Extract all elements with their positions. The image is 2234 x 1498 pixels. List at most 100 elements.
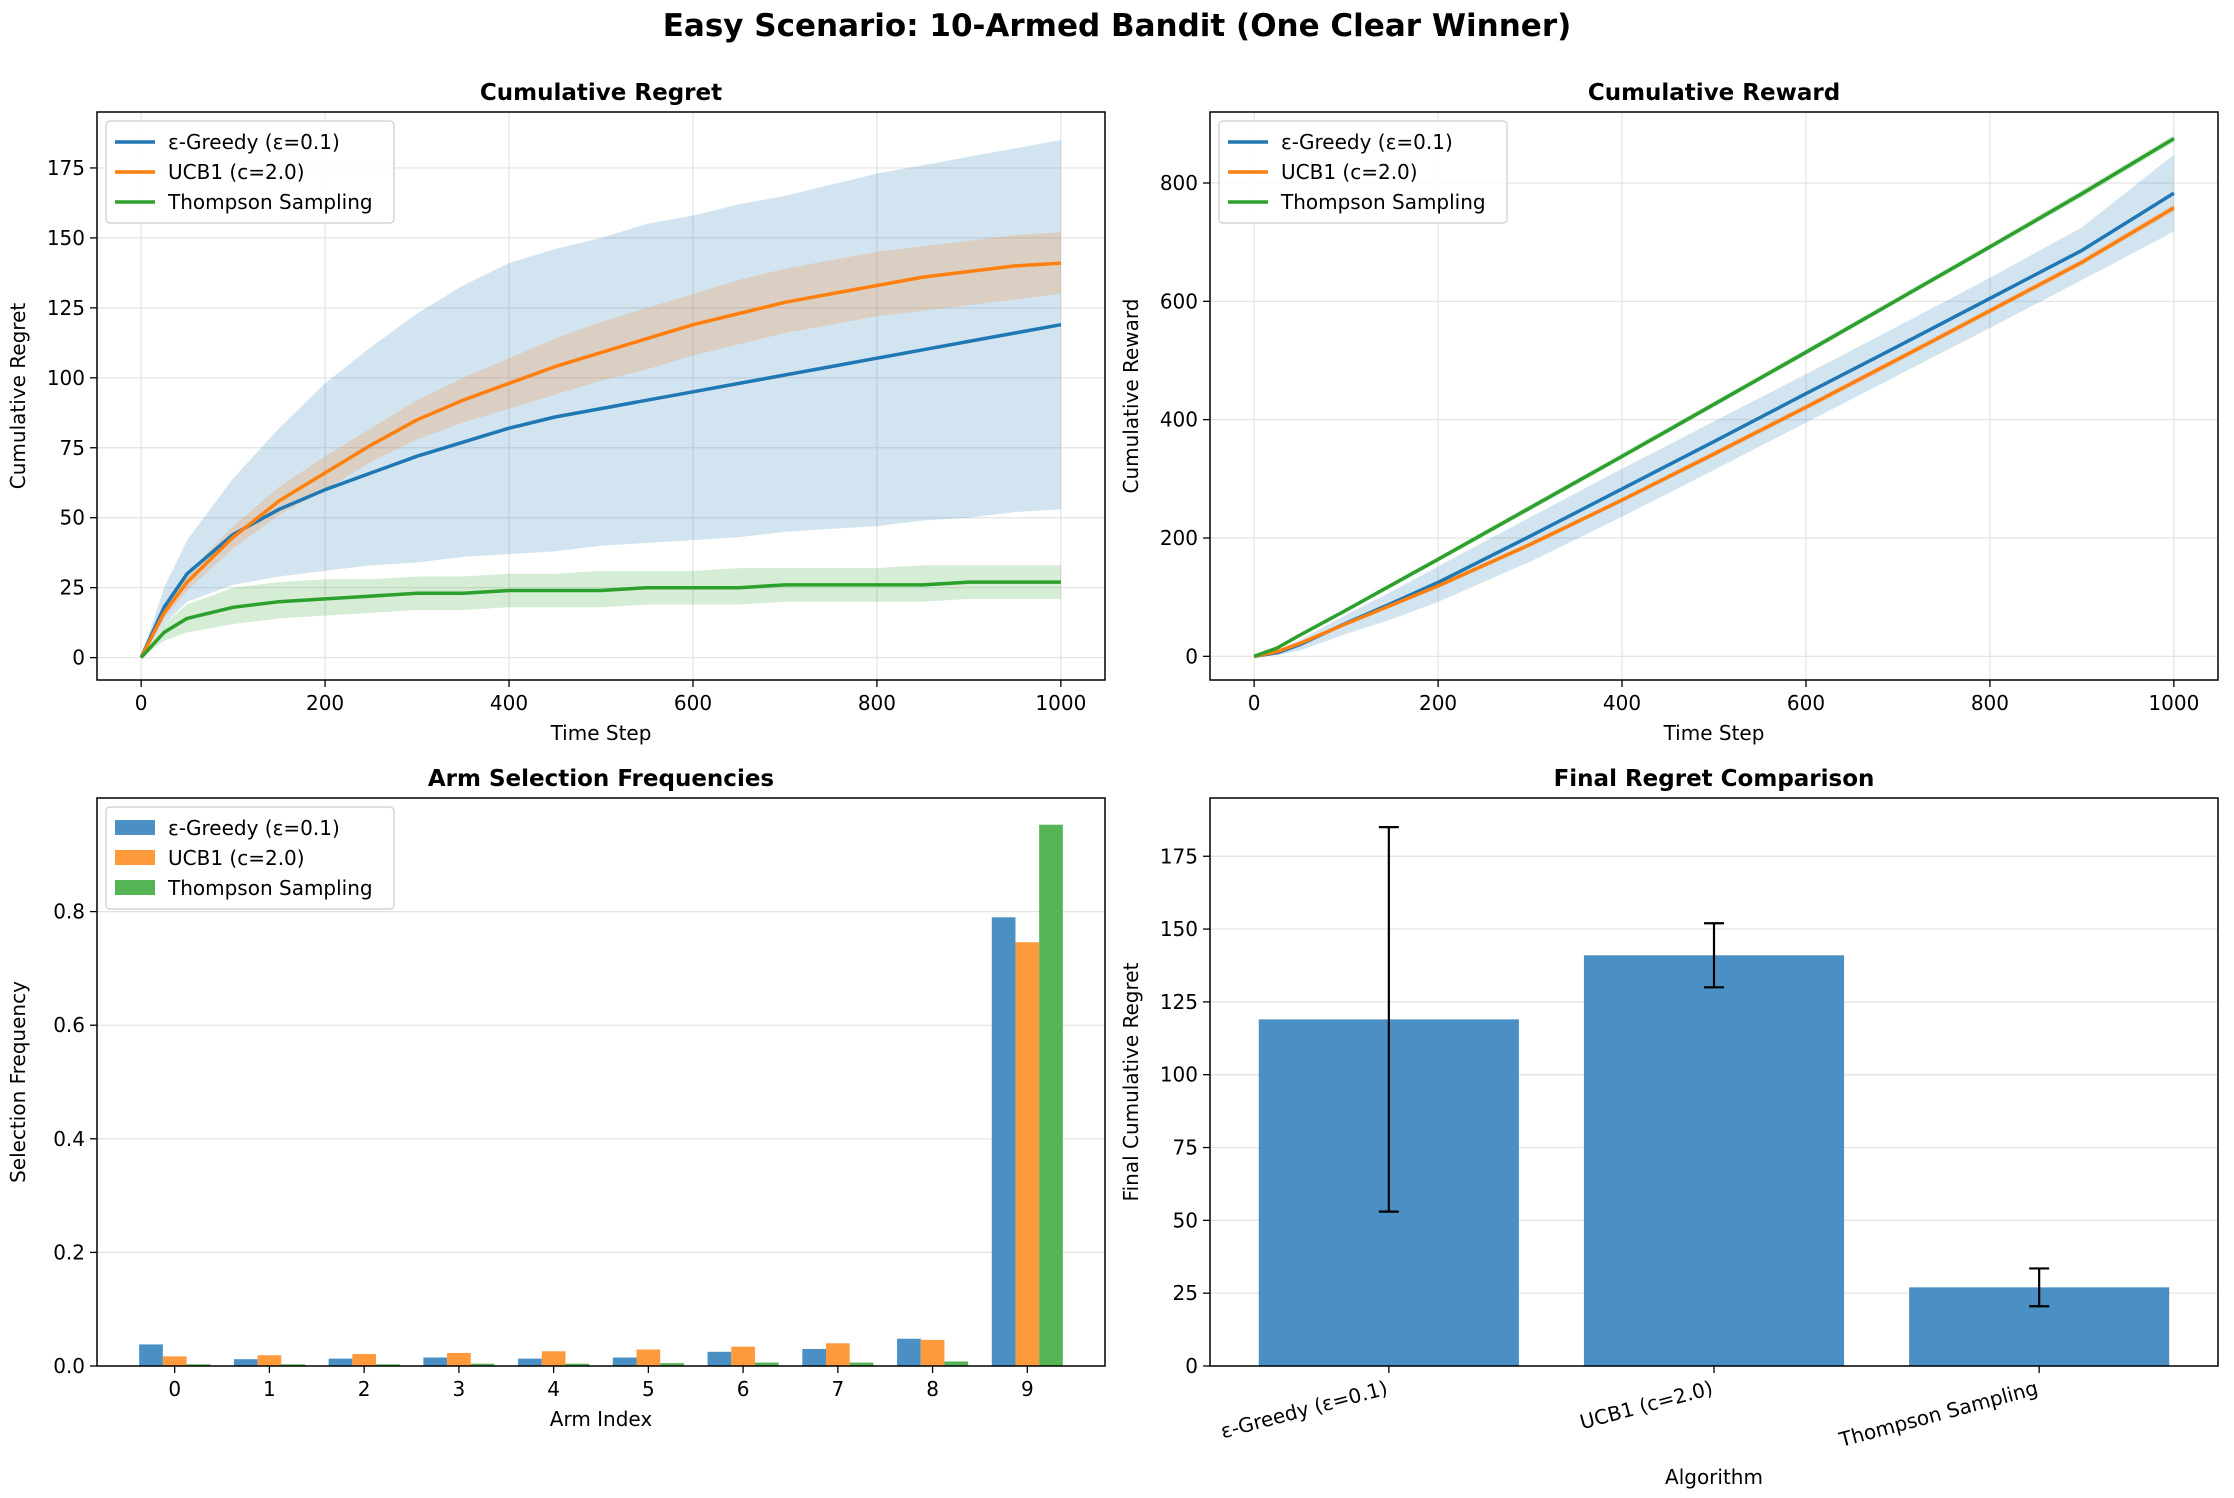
x-tick-label: 0 [1248, 691, 1261, 715]
y-tick-label: 600 [1160, 289, 1198, 313]
bar [233, 1359, 258, 1366]
x-tick-label: UCB1 (c=2.0) [1577, 1376, 1715, 1435]
bar [328, 1358, 353, 1366]
chart-freq: 0.0 0.2 0.4 0.6 0.8 0 1 2 3 4 5 6 7 8 9 ε-Greedy (ε=0.1… [6, 766, 1106, 1431]
y-axis-label: Selection Frequency [6, 981, 30, 1183]
x-tick-label: 3 [453, 1377, 466, 1401]
y-tick-label: 150 [1160, 917, 1198, 941]
bar [541, 1351, 566, 1366]
series-line [139, 580, 1061, 659]
legend-label: UCB1 (c=2.0) [168, 160, 305, 184]
legend-label: Thompson Sampling [167, 876, 373, 900]
bar [447, 1352, 471, 1366]
x-tick-label: ε-Greedy (ε=0.1) [1218, 1376, 1390, 1444]
bar [826, 1343, 850, 1366]
x-tick-label: 9 [1021, 1377, 1034, 1401]
y-tick-label: 0.2 [53, 1240, 85, 1264]
legend-box [1218, 120, 1508, 224]
y-axis-label: Final Cumulative Regret [1119, 962, 1143, 1201]
bar [1583, 955, 1845, 1366]
bar [944, 1361, 969, 1366]
x-tick-label: 600 [1787, 691, 1825, 715]
axes-frame [1209, 111, 2219, 681]
y-tick-label: 0.8 [53, 900, 85, 924]
x-tick-label: 4 [547, 1377, 560, 1401]
legend-label: UCB1 (c=2.0) [168, 846, 305, 870]
bar [352, 1354, 376, 1366]
bar [376, 1364, 400, 1366]
bar [470, 1363, 495, 1366]
x-tick-label: 1000 [2148, 691, 2199, 715]
confidence-band [141, 232, 1061, 658]
y-tick-label: 0 [72, 646, 85, 670]
plot-area [1253, 135, 2175, 659]
bar [423, 1357, 448, 1366]
confidence-band [141, 565, 1061, 658]
bar [612, 1357, 637, 1366]
x-tick-label: 1 [263, 1377, 276, 1401]
confidence-band [141, 140, 1061, 658]
bar [186, 1364, 211, 1366]
y-axis-label: Cumulative Reward [1119, 299, 1143, 494]
bar [565, 1363, 590, 1366]
y-tick-label: 0 [1185, 1354, 1198, 1378]
bar [660, 1363, 684, 1366]
x-tick-label: 0 [168, 1377, 181, 1401]
y-tick-label: 25 [1173, 1281, 1198, 1305]
x-tick-label: 400 [1603, 691, 1641, 715]
series-line [139, 322, 1062, 659]
chart-title: Arm Selection Frequencies [428, 766, 774, 792]
y-tick-label: 150 [47, 226, 85, 250]
legend-swatch [115, 880, 155, 895]
legend-label: ε-Greedy (ε=0.1) [1281, 130, 1453, 154]
x-tick-label: 5 [642, 1377, 655, 1401]
x-tick-label: 600 [674, 691, 712, 715]
series-line [1253, 137, 2175, 658]
x-tick-label: 7 [831, 1377, 844, 1401]
x-axis-label: Algorithm [1665, 1465, 1763, 1489]
legend-swatch [115, 850, 155, 865]
axes-frame [96, 797, 1106, 1367]
legend-box [105, 120, 395, 224]
y-tick-label: 175 [1160, 844, 1198, 868]
legend-label: Thompson Sampling [1280, 190, 1486, 214]
figure-title: Easy Scenario: 10-Armed Bandit (One Clea… [662, 8, 1572, 44]
bar [1039, 824, 1063, 1366]
bar [802, 1348, 826, 1366]
y-tick-label: 100 [47, 366, 85, 390]
legend-label: ε-Greedy (ε=0.1) [168, 816, 340, 840]
bar [849, 1362, 874, 1366]
x-axis-label: Arm Index [550, 1407, 653, 1431]
x-tick-label: 6 [737, 1377, 750, 1401]
bar [897, 1338, 921, 1366]
legend-label: UCB1 (c=2.0) [1281, 160, 1418, 184]
x-tick-label: 2 [358, 1377, 371, 1401]
series-line [1253, 206, 2175, 659]
x-tick-label: 0 [135, 691, 148, 715]
bar [1015, 942, 1040, 1366]
y-tick-label: 0.0 [53, 1354, 85, 1378]
series-line [139, 261, 1062, 659]
bar [731, 1346, 755, 1366]
y-tick-label: 25 [60, 576, 85, 600]
y-tick-label: 0 [1185, 644, 1198, 668]
legend-box [105, 806, 395, 910]
bar [518, 1358, 542, 1366]
y-tick-label: 50 [60, 506, 85, 530]
chart-title: Final Regret Comparison [1554, 766, 1875, 792]
axes-frame [96, 111, 1106, 681]
y-tick-label: 125 [47, 296, 85, 320]
chart-final: 0 25 50 75 100 125 150 175 ε-Greedy (ε=0.1) UCB1 … [1119, 766, 2219, 1489]
chart-reward: 0 200 400 600 800 0 200 400 600 800 1000 ε-Greedy (… [1119, 80, 2219, 745]
bar [162, 1356, 187, 1366]
y-tick-label: 50 [1173, 1208, 1198, 1232]
bar [920, 1339, 945, 1366]
y-tick-label: 75 [60, 436, 85, 460]
bar [281, 1364, 305, 1366]
y-tick-label: 400 [1160, 408, 1198, 432]
bar [754, 1362, 779, 1366]
bar [707, 1351, 732, 1366]
y-tick-label: 100 [1160, 1063, 1198, 1087]
bar [991, 917, 1016, 1366]
